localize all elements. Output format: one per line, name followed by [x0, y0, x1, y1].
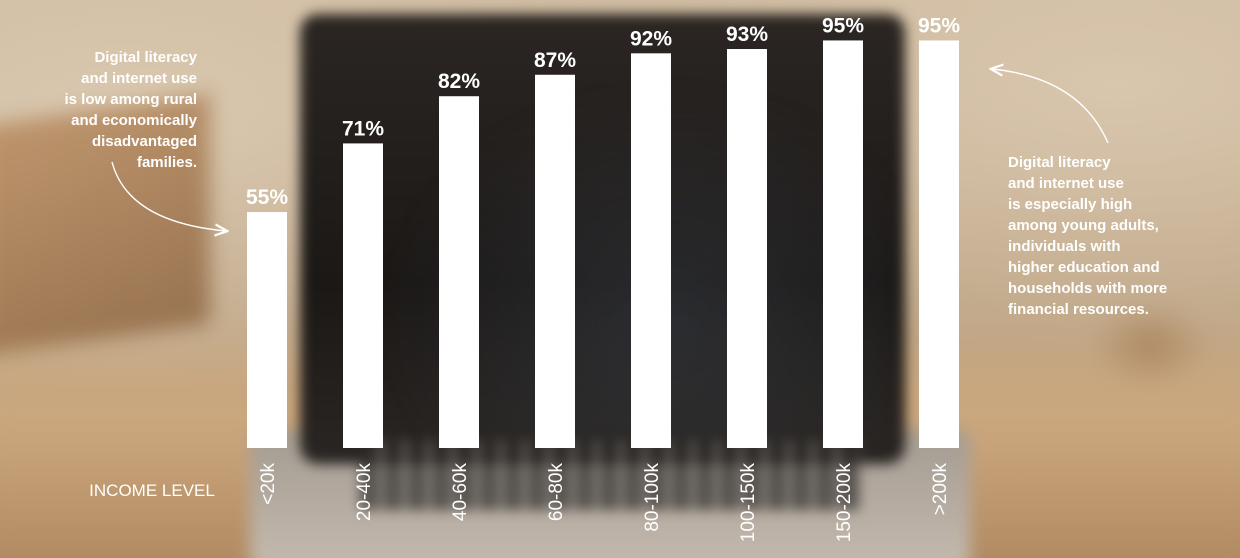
annotation-line: financial resources. [1008, 301, 1149, 318]
annotation-line: disadvantaged [91, 133, 197, 150]
annotation-line: and internet use [81, 70, 197, 87]
value-label: 82% [438, 70, 480, 93]
bars-layer: 55% <20k 71% 20-40k 82% 40-60k 87% 60-80k 92% 80-… [246, 14, 960, 542]
annotation-line: higher education and [1008, 259, 1160, 276]
right-annotation-arrow [992, 69, 1109, 144]
annotation-line: families. [136, 154, 197, 171]
x-axis-label: INCOME LEVEL [89, 481, 215, 500]
background-screen-glare [330, 40, 890, 440]
category-tick-label: 150-200k [834, 463, 855, 543]
annotation-line: Digital literacy [1008, 154, 1111, 171]
annotation-line: and economically [71, 112, 197, 129]
category-tick-label: <20k [258, 463, 279, 505]
right-annotation: Digital literacy and internet use is esp… [1008, 152, 1233, 320]
left-annotation: Digital literacy and internet use is low… [7, 47, 197, 173]
value-label: 95% [822, 14, 864, 37]
bar-80-100k [631, 53, 671, 448]
left-annotation-arrow [111, 161, 226, 231]
bar-150-200k [823, 40, 863, 448]
value-label: 92% [630, 27, 672, 50]
bar-100-150k [727, 49, 767, 448]
bar-40-60k [439, 96, 479, 448]
annotation-line: households with more [1008, 280, 1168, 297]
category-tick-label: 100-150k [738, 463, 759, 543]
annotation-line: and internet use [1008, 175, 1124, 192]
value-label: 55% [246, 186, 288, 209]
background-keyboard [360, 440, 860, 510]
background-laptop-screen [300, 14, 905, 464]
value-label: 87% [534, 49, 576, 72]
bar-20-40k [343, 143, 383, 448]
background-glass [1090, 300, 1210, 390]
annotation-line: is low among rural [64, 91, 197, 108]
bar-<20k [247, 212, 287, 448]
bar-60-80k [535, 74, 575, 449]
value-label: 71% [342, 117, 384, 140]
category-tick-label: 80-100k [642, 463, 663, 532]
value-label: 93% [726, 23, 768, 46]
category-tick-label: 20-40k [354, 463, 375, 522]
annotation-line: among young adults, [1008, 217, 1159, 234]
annotation-line: individuals with [1008, 238, 1121, 255]
category-tick-label: 40-60k [450, 463, 471, 522]
bar->200k [919, 40, 959, 448]
category-tick-label: 60-80k [546, 463, 567, 522]
value-label: 95% [918, 14, 960, 37]
annotation-line: is especially high [1008, 196, 1133, 213]
category-tick-label: >200k [930, 463, 951, 516]
annotation-line: Digital literacy [94, 49, 197, 66]
